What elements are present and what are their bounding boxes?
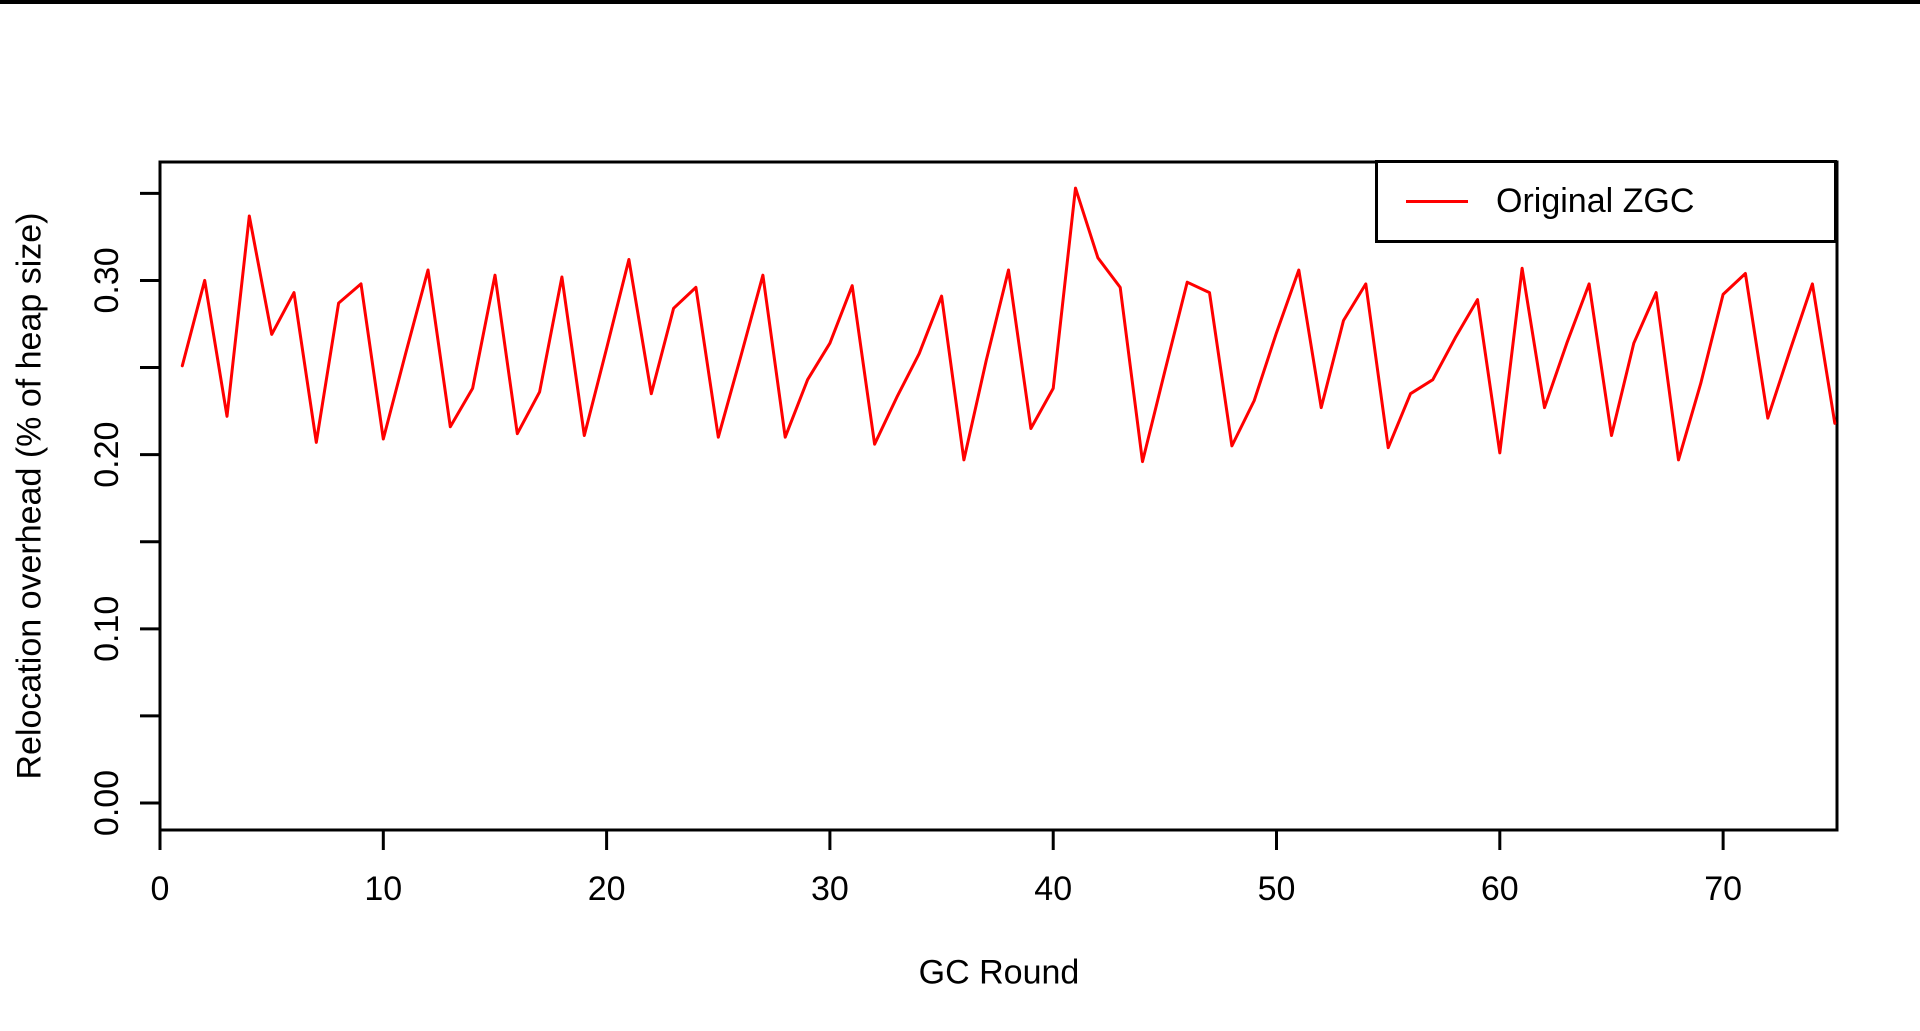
x-tick-label: 0 <box>151 870 170 908</box>
x-tick-label: 40 <box>1034 870 1072 908</box>
legend-label: Original ZGC <box>1496 182 1695 220</box>
y-tick-label: 0.00 <box>88 770 126 836</box>
y-tick-label: 0.10 <box>88 596 126 662</box>
series-line-original-zgc <box>180 186 1837 464</box>
x-tick-label: 30 <box>811 870 849 908</box>
x-tick-label: 60 <box>1481 870 1519 908</box>
y-tick-label: 0.30 <box>88 247 126 313</box>
x-tick-label: 70 <box>1704 870 1742 908</box>
plot-box <box>158 160 1839 832</box>
legend: Original ZGC <box>1375 160 1837 243</box>
x-tick-label: 10 <box>364 870 402 908</box>
y-tick-label: 0.20 <box>88 422 126 488</box>
top-border-line <box>0 0 1920 4</box>
x-tick-label: 20 <box>588 870 626 908</box>
legend-line-sample <box>1406 200 1468 203</box>
x-tick-label: 50 <box>1258 870 1296 908</box>
